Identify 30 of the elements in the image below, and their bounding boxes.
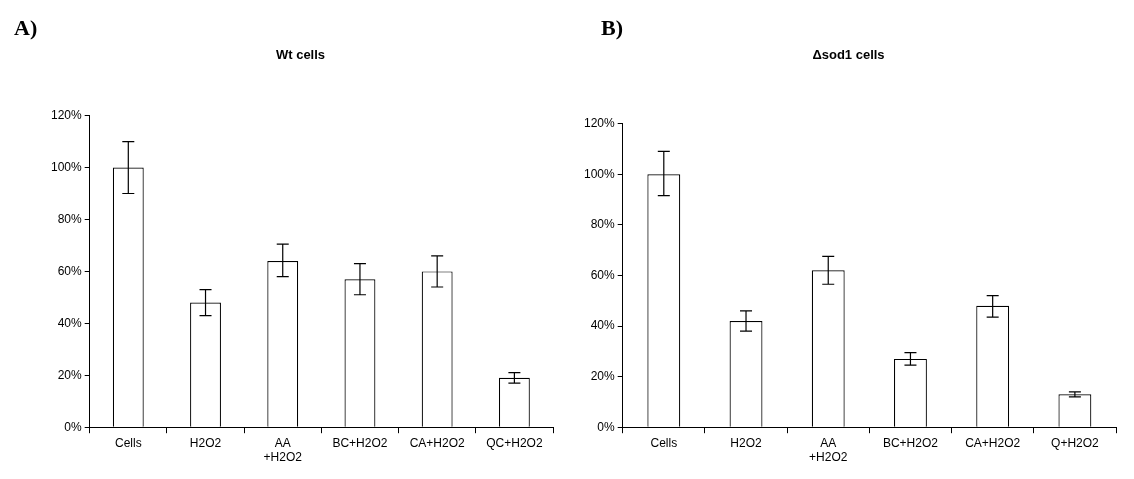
chart-title: Δsod1 cells [812,47,885,63]
x-tick-label: BC+H2O2 [882,435,939,450]
x-tick-label: Cells [650,435,678,450]
y-tick-label: 0% [597,419,616,434]
x-tick-label: Q+H2O2 [1051,435,1100,450]
y-tick-label: 100% [50,159,83,174]
text: B) [601,14,623,40]
y-tick-label: 20% [57,367,83,382]
y-tick-label: 80% [57,211,83,226]
x-tick-label: H2O2 [730,435,763,450]
y-tick-label: 120% [583,115,616,130]
x-tick-label: QC+H2O2 [486,435,543,450]
x-tick-label: H2O2 [189,435,222,450]
x-tick-label: AA +H2O2 [263,435,303,465]
y-tick-label: 60% [57,263,83,278]
text: A) [14,14,38,40]
y-tick-label: 80% [590,217,616,232]
x-tick-label: AA +H2O2 [809,435,848,465]
y-tick-label: 60% [590,267,616,282]
x-tick-label: BC+H2O2 [332,435,388,450]
y-tick-label: 40% [57,315,83,330]
y-tick-label: 120% [50,107,83,122]
x-tick-label: Cells [114,435,142,450]
y-tick-label: 0% [64,419,83,434]
y-tick-label: 20% [590,368,616,383]
x-tick-label: CA+H2O2 [965,435,1021,450]
x-tick-label: CA+H2O2 [409,435,466,450]
y-tick-label: 40% [590,318,616,333]
chart-title: Wt cells [275,47,326,63]
y-tick-label: 100% [583,166,616,181]
